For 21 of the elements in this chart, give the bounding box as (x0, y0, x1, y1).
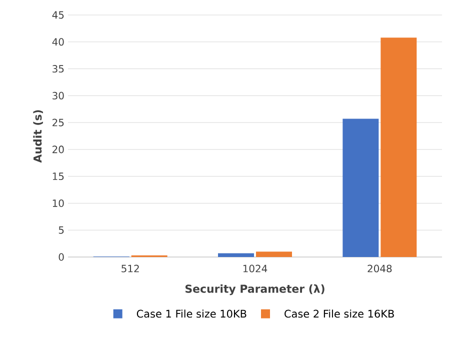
y-axis-title: Audit (s) (33, 110, 43, 163)
legend-label: Case 1 File size 10KB (136, 310, 246, 318)
bar (380, 38, 417, 257)
bar (218, 253, 254, 257)
y-tick-label: 30 (52, 92, 64, 100)
y-tick-label: 5 (58, 226, 64, 234)
x-axis-title: Security Parameter (λ) (185, 284, 324, 296)
x-tick-label: 1024 (243, 264, 268, 272)
y-tick-label: 40 (52, 38, 64, 46)
legend-label: Case 2 File size 16KB (284, 310, 394, 318)
y-tick-label: 20 (52, 146, 64, 154)
x-tick-label: 2048 (368, 264, 392, 272)
y-tick-label: 45 (52, 11, 64, 19)
y-tick-label: 10 (52, 199, 64, 207)
bar (256, 252, 292, 257)
y-tick-label: 15 (52, 172, 64, 180)
y-tick-label: 0 (58, 253, 64, 261)
bar (342, 118, 379, 257)
x-tick-label: 512 (122, 264, 139, 272)
y-tick-label: 25 (52, 118, 64, 126)
y-tick-label: 35 (52, 65, 64, 73)
